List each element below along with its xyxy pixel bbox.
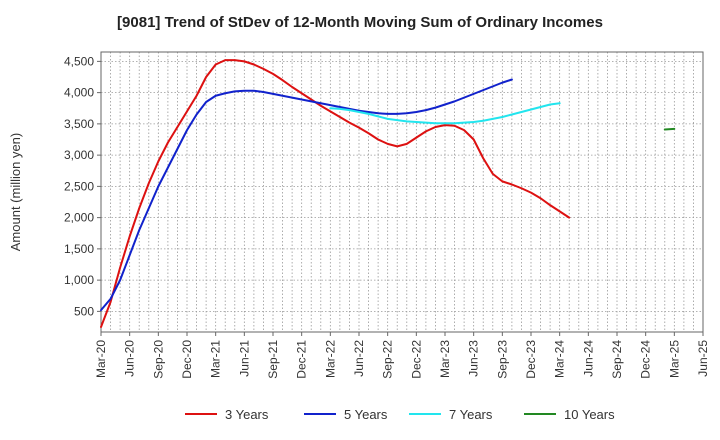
y-tick-label: 1,000 <box>64 273 94 287</box>
x-tick-label: Mar-22 <box>323 340 337 378</box>
x-tick-label: Mar-20 <box>94 340 108 378</box>
x-tick-label: Mar-25 <box>667 340 681 378</box>
x-tick-label: Dec-22 <box>409 340 423 379</box>
y-tick-label: 2,500 <box>64 179 94 193</box>
legend-label: 10 Years <box>564 407 615 422</box>
x-tick-label: Sep-22 <box>381 340 395 379</box>
x-tick-label: Sep-21 <box>266 340 280 379</box>
y-tick-label: 4,500 <box>64 54 94 68</box>
x-tick-label: Dec-21 <box>295 340 309 379</box>
y-tick-label: 4,000 <box>64 86 94 100</box>
legend-label: 7 Years <box>449 407 493 422</box>
x-tick-label: Sep-20 <box>151 340 165 379</box>
y-tick-label: 1,500 <box>64 242 94 256</box>
series-line-7-years <box>329 102 561 125</box>
series-line-3-years <box>100 59 571 328</box>
y-tick-label: 500 <box>74 304 94 318</box>
series-line-5-years <box>100 78 513 312</box>
chart-title: [9081] Trend of StDev of 12-Month Moving… <box>117 14 603 31</box>
series-line-10-years <box>663 127 676 131</box>
legend-label: 3 Years <box>225 407 269 422</box>
x-tick-label: Mar-21 <box>209 340 223 378</box>
x-tick-label: Dec-24 <box>639 340 653 379</box>
x-tick-label: Mar-23 <box>438 340 452 378</box>
x-tick-label: Sep-23 <box>495 340 509 379</box>
x-tick-label: Jun-24 <box>581 340 595 377</box>
x-tick-label: Jun-22 <box>352 340 366 377</box>
legend-label: 5 Years <box>344 407 388 422</box>
x-tick-label: Jun-20 <box>123 340 137 377</box>
y-tick-label: 3,500 <box>64 117 94 131</box>
x-tick-label: Jun-21 <box>237 340 251 377</box>
y-axis-label: Amount (million yen) <box>8 133 23 252</box>
x-tick-label: Mar-24 <box>553 340 567 378</box>
x-tick-label: Jun-25 <box>696 340 710 377</box>
plot-area <box>101 52 703 332</box>
x-tick-label: Sep-24 <box>610 340 624 379</box>
y-tick-label: 2,000 <box>64 211 94 225</box>
x-tick-label: Jun-23 <box>467 340 481 377</box>
plot-frame <box>100 51 704 333</box>
y-tick-label: 3,000 <box>64 148 94 162</box>
x-tick-label: Dec-20 <box>180 340 194 379</box>
x-tick-label: Dec-23 <box>524 340 538 379</box>
